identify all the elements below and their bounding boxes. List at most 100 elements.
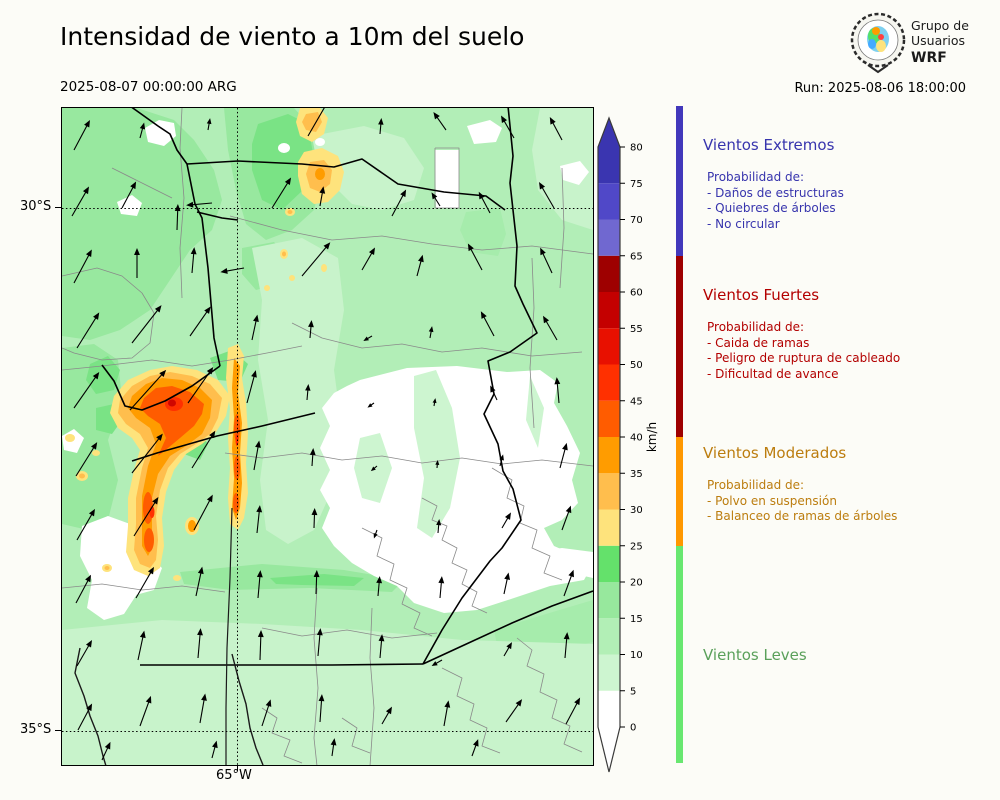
wind-orange: [302, 112, 322, 132]
category-strip-vientos-fuertes: [676, 256, 683, 437]
wind-arrow: [311, 508, 318, 529]
colorbar-segment: [598, 690, 620, 727]
province-border: [131, 108, 221, 367]
wind-arrow: [549, 117, 563, 141]
wind-arrow: [174, 204, 181, 231]
wind-orange: [287, 210, 293, 214]
wind-arrow: [256, 505, 263, 534]
legend-title: Vientos Leves: [703, 646, 807, 664]
colorbar-over-arrow: [598, 118, 620, 147]
wind-arrow: [478, 191, 491, 214]
colorbar-segment: [598, 473, 620, 510]
colorbar-tick-label: 65: [630, 251, 643, 262]
calm-white: [560, 161, 589, 185]
dept-border: [62, 267, 155, 361]
colorbar-segment: [598, 292, 620, 329]
wind-arrow: [134, 248, 140, 278]
wind-arrow: [443, 700, 451, 727]
legend-item: - Polvo en suspensión: [707, 493, 837, 508]
colorbar-segment: [598, 654, 620, 691]
wind-arrow: [101, 741, 111, 761]
wind-arrow: [137, 630, 146, 661]
wind-arrow: [378, 634, 385, 659]
wind-arrow: [554, 377, 561, 404]
legend-intro: Probabilidad de:: [707, 170, 805, 184]
dept-border: [179, 108, 185, 299]
wind-orange: [282, 251, 286, 257]
wind-arrow: [131, 305, 162, 344]
wind-arrow: [499, 454, 504, 467]
legend-item: - Dificultad de avance: [707, 366, 839, 381]
wind-arrow: [133, 496, 159, 537]
wind-arrow: [187, 366, 214, 404]
wind-arrow: [305, 384, 311, 401]
wind-red-core: [168, 399, 176, 407]
colorbar-segment: [598, 509, 620, 546]
wind-arrow: [367, 402, 375, 408]
green-med: [460, 208, 506, 256]
run-time-label: Run: 2025-08-06 18:00:00: [794, 81, 966, 96]
category-strip-vientos-extremos: [676, 106, 683, 256]
colorbar-tick-label: 55: [630, 324, 643, 335]
dept-border: [361, 527, 433, 637]
wind-arrow: [501, 512, 511, 529]
wind-arrow: [199, 693, 207, 724]
wind-arrow: [318, 694, 325, 723]
wind-orange: [104, 566, 110, 570]
wind-arrow: [71, 186, 89, 217]
colorbar-tick-label: 10: [630, 650, 643, 661]
wind-arrow: [257, 630, 264, 661]
dept-border: [111, 167, 173, 199]
wind-arrow: [319, 186, 326, 207]
wind-arrow: [431, 659, 443, 666]
wind-orange: [188, 520, 196, 532]
logo-text-line2: Usuarios: [911, 33, 965, 48]
wind-arrow: [436, 519, 442, 534]
wrf-users-group-logo: Grupo de Usuarios WRF: [850, 12, 969, 74]
lat-label-35s: 35°S: [20, 722, 52, 737]
wind-arrow: [433, 111, 447, 131]
wind-orange: [315, 168, 325, 180]
dept-border: [341, 717, 371, 754]
colorbar-tick-label: 40: [630, 433, 643, 444]
colorbar-tick-label: 35: [630, 469, 643, 480]
colorbar-tick-label: 20: [630, 578, 643, 589]
wind-arrow: [480, 311, 495, 337]
wind-arrow: [271, 177, 292, 209]
wind-arrow: [313, 570, 320, 595]
dept-border: [224, 452, 593, 467]
colorbar: 0 5 10 15 20 25 30 35 40 45 50 55 60 65 70 75 80 km/h: [597, 116, 659, 773]
globe-emblem-icon: [850, 12, 906, 74]
dept-border: [229, 215, 593, 255]
wind-arrow: [431, 192, 441, 207]
wind-arrow: [75, 574, 92, 604]
colorbar-segment: [598, 618, 620, 655]
dept-border: [441, 667, 501, 754]
calm-white: [467, 120, 502, 144]
colorbar-unit-label: km/h: [645, 422, 659, 452]
wind-arrow: [501, 115, 515, 139]
wind-map: [62, 108, 593, 765]
wind-arrow: [73, 249, 92, 284]
colorbar-tick-label: 75: [630, 179, 643, 190]
wind-arrow: [73, 371, 100, 409]
wind-arrow: [503, 572, 510, 595]
legend-title: Vientos Moderados: [703, 444, 847, 462]
wind-arrow: [543, 315, 558, 341]
colorbar-tick-label: 45: [630, 396, 643, 407]
wind-arrow: [220, 267, 245, 274]
legend-item: - Peligro de ruptura de cableado: [707, 351, 901, 365]
wind-arrow: [131, 433, 163, 474]
wind-arrow: [197, 628, 203, 659]
legend-intro: Probabilidad de:: [707, 320, 805, 334]
colorbar-tick-label: 15: [630, 614, 643, 625]
calm-white: [278, 143, 290, 153]
wind-yellow: [264, 285, 270, 291]
dept-border: [261, 627, 438, 639]
wind-arrow: [370, 465, 378, 472]
river-line: [225, 507, 233, 765]
wind-arrow: [376, 576, 383, 597]
wind-yellow: [289, 275, 295, 281]
axis-tick: [237, 765, 238, 771]
